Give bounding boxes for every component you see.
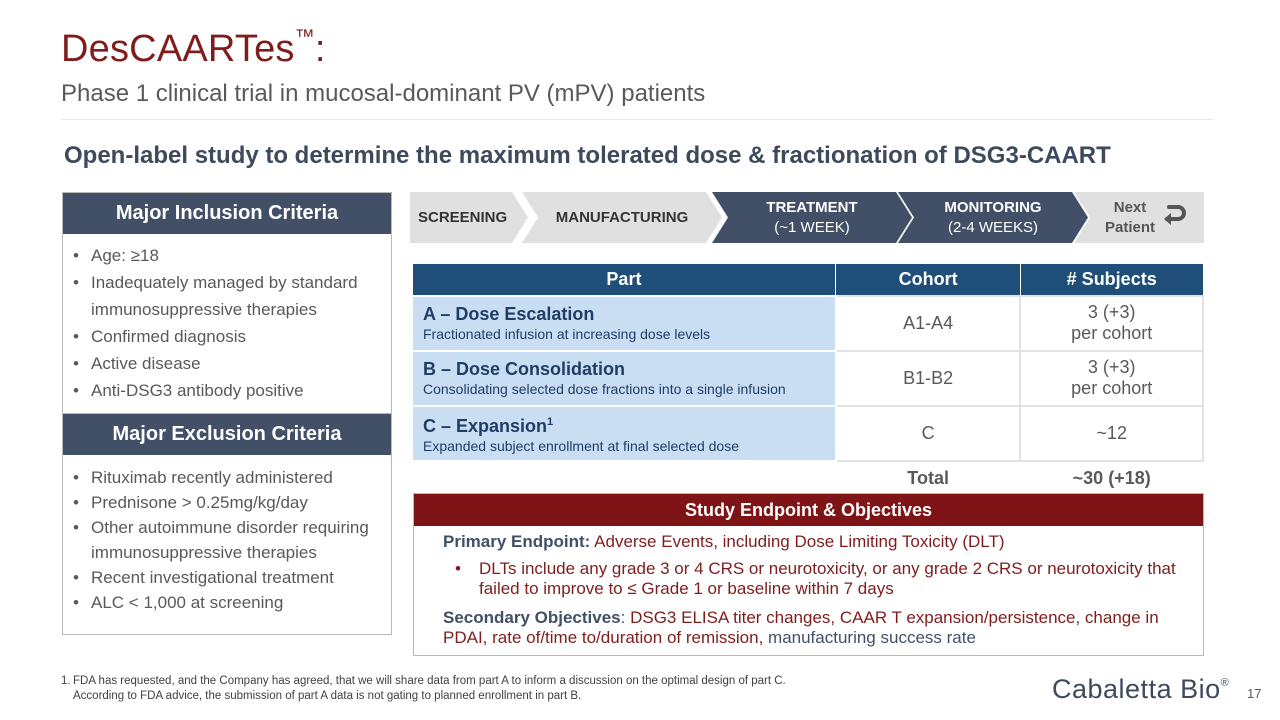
list-item: Inadequately managed by standard immunos… bbox=[73, 269, 379, 323]
exclusion-criteria-title: Major Exclusion Criteria bbox=[63, 414, 391, 455]
header-divider bbox=[61, 119, 1213, 120]
registered-mark: ® bbox=[1220, 677, 1230, 689]
slide-subtitle: Phase 1 clinical trial in mucosal-domina… bbox=[61, 80, 706, 107]
primary-endpoint-label: Primary Endpoint: bbox=[443, 532, 591, 551]
total-label: Total bbox=[907, 467, 949, 488]
part-name: A – Dose Escalation bbox=[423, 303, 595, 324]
list-item: Confirmed diagnosis bbox=[73, 323, 379, 350]
table-row: B – Dose Consolidation Consolidating sele… bbox=[411, 349, 1204, 407]
list-item: Active disease bbox=[73, 350, 379, 377]
total-value: ~30 (+18) bbox=[1072, 467, 1151, 488]
footnote-line: 1. FDA has requested, and the Company has… bbox=[61, 674, 786, 689]
footnote-line: According to FDA advice, the submission … bbox=[73, 690, 582, 702]
subjects-cell: 3 (+3) per cohort bbox=[1019, 294, 1204, 352]
primary-endpoint-text: Adverse Events, including Dose Limiting … bbox=[590, 532, 1005, 551]
list-item: Rituximab recently administered bbox=[73, 465, 379, 490]
process-step-screening: SCREENING bbox=[410, 192, 528, 243]
part-name: B – Dose Consolidation bbox=[423, 358, 626, 379]
part-cell: B – Dose Consolidation Consolidating sele… bbox=[411, 349, 837, 407]
part-description: Fractionated infusion at increasing dose… bbox=[423, 325, 711, 342]
slide-title: DesCAARTes™: bbox=[61, 26, 326, 71]
endpoints-title: Study Endpoint & Objectives bbox=[414, 494, 1203, 526]
secondary-objectives-text: DSG3 ELISA titer changes, CAAR T expansi… bbox=[443, 608, 1159, 647]
list-item: ALC < 1,000 at screening bbox=[73, 590, 379, 615]
column-header-part: Part bbox=[411, 263, 837, 296]
secondary-objectives-label: Secondary Objectives bbox=[443, 608, 621, 627]
table-header-row: Part Cohort # Subjects bbox=[411, 263, 1204, 296]
table-row: C – Expansion1 Expanded subject enrollmen… bbox=[411, 404, 1204, 462]
inclusion-criteria-panel: Major Inclusion Criteria Age: ≥18 Inadeq… bbox=[62, 192, 392, 414]
footnote-text: FDA has requested, and the Company has a… bbox=[73, 675, 786, 687]
footnote-number: 1. bbox=[61, 675, 71, 687]
footnote: 1. FDA has requested, and the Company has… bbox=[61, 674, 786, 704]
logo-text: Cabaletta Bio bbox=[1052, 674, 1221, 704]
next-line: Patient bbox=[1104, 218, 1155, 236]
primary-endpoint: Primary Endpoint: Adverse Events, includ… bbox=[443, 531, 1183, 552]
step-label-line: TREATMENT bbox=[766, 198, 858, 216]
subjects-unit: per cohort bbox=[1071, 378, 1153, 398]
inclusion-criteria-list: Age: ≥18 Inadequately managed by standar… bbox=[63, 234, 391, 404]
secondary-objectives: Secondary Objectives: DSG3 ELISA titer c… bbox=[443, 608, 1183, 648]
subjects-cell: 3 (+3) per cohort bbox=[1019, 349, 1204, 407]
cohort-cell: B1-B2 bbox=[834, 349, 1022, 407]
list-item: Recent investigational treatment bbox=[73, 565, 379, 590]
process-step-next-patient: Next Patient bbox=[1074, 192, 1204, 243]
secondary-objectives-tail: manufacturing success rate bbox=[763, 628, 976, 647]
list-item: Age: ≥18 bbox=[73, 242, 379, 269]
exclusion-criteria-panel: Major Exclusion Criteria Rituximab recen… bbox=[62, 413, 392, 635]
process-step-manufacturing: MANUFACTURING bbox=[522, 192, 722, 243]
next-patient-content: Next Patient bbox=[1105, 198, 1187, 238]
step-duration: (~1 WEEK) bbox=[774, 218, 850, 236]
step-label: SCREENING bbox=[418, 208, 508, 226]
column-header-cohort: Cohort bbox=[835, 263, 1021, 296]
part-description: Consolidating selected dose fractions in… bbox=[423, 380, 786, 397]
table-row: A – Dose Escalation Fractionated infusion… bbox=[411, 294, 1204, 352]
total-spacer bbox=[412, 460, 836, 495]
step-duration: (2-4 WEEKS) bbox=[947, 218, 1038, 236]
subjects-count: 3 (+3) bbox=[1087, 302, 1136, 322]
section-heading: Open-label study to determine the maximu… bbox=[64, 142, 1111, 169]
subjects-unit: per cohort bbox=[1071, 323, 1153, 343]
next-patient-label: Next Patient bbox=[1105, 198, 1155, 238]
page-number: 17 bbox=[1247, 686, 1262, 701]
secondary-colon: : bbox=[620, 608, 631, 627]
footnote-ref: 1 bbox=[547, 415, 554, 428]
inclusion-criteria-title: Major Inclusion Criteria bbox=[63, 193, 391, 234]
column-header-subjects: # Subjects bbox=[1019, 263, 1204, 296]
step-label: MONITORING (2-4 WEEKS) bbox=[944, 198, 1041, 238]
exclusion-criteria-list: Rituximab recently administered Predniso… bbox=[63, 455, 391, 615]
company-logo: Cabaletta Bio® bbox=[1052, 674, 1229, 705]
part-cell: A – Dose Escalation Fractionated infusion… bbox=[411, 294, 837, 352]
step-label-line: MONITORING bbox=[944, 198, 1042, 216]
title-text: DesCAARTes bbox=[61, 28, 295, 70]
part-name: C – Expansion1 bbox=[423, 412, 835, 437]
endpoints-body: Primary Endpoint: Adverse Events, includ… bbox=[414, 526, 1203, 648]
endpoints-panel: Study Endpoint & Objectives Primary Endp… bbox=[413, 493, 1204, 656]
table-total-row: Total ~30 (+18) bbox=[412, 460, 1203, 495]
title-suffix: : bbox=[314, 28, 326, 70]
part-cell: C – Expansion1 Expanded subject enrollmen… bbox=[411, 404, 837, 462]
list-item: Other autoimmune disorder requiring immu… bbox=[73, 515, 379, 565]
step-label: MANUFACTURING bbox=[555, 208, 689, 226]
return-arrow-icon bbox=[1161, 202, 1187, 234]
next-line: Next bbox=[1113, 198, 1147, 216]
part-description: Expanded subject enrollment at final sel… bbox=[423, 437, 739, 454]
subjects-cell: ~12 bbox=[1019, 404, 1204, 462]
trademark-mark: ™ bbox=[294, 26, 315, 48]
step-label: TREATMENT (~1 WEEK) bbox=[766, 198, 857, 238]
cohort-table: Part Cohort # Subjects A – Dose Escalati… bbox=[411, 263, 1204, 495]
dlt-definition: DLTs include any grade 3 or 4 CRS or neu… bbox=[443, 559, 1183, 599]
list-item: Prednisone > 0.25mg/kg/day bbox=[73, 490, 379, 515]
cohort-cell: C bbox=[834, 404, 1022, 462]
process-step-monitoring: MONITORING (2-4 WEEKS) bbox=[898, 192, 1088, 243]
list-item: Anti-DSG3 antibody positive bbox=[73, 377, 379, 404]
cohort-cell: A1-A4 bbox=[834, 294, 1022, 352]
part-name-text: C – Expansion bbox=[423, 415, 548, 436]
subjects-count: 3 (+3) bbox=[1087, 357, 1136, 377]
process-step-treatment: TREATMENT (~1 WEEK) bbox=[712, 192, 912, 243]
